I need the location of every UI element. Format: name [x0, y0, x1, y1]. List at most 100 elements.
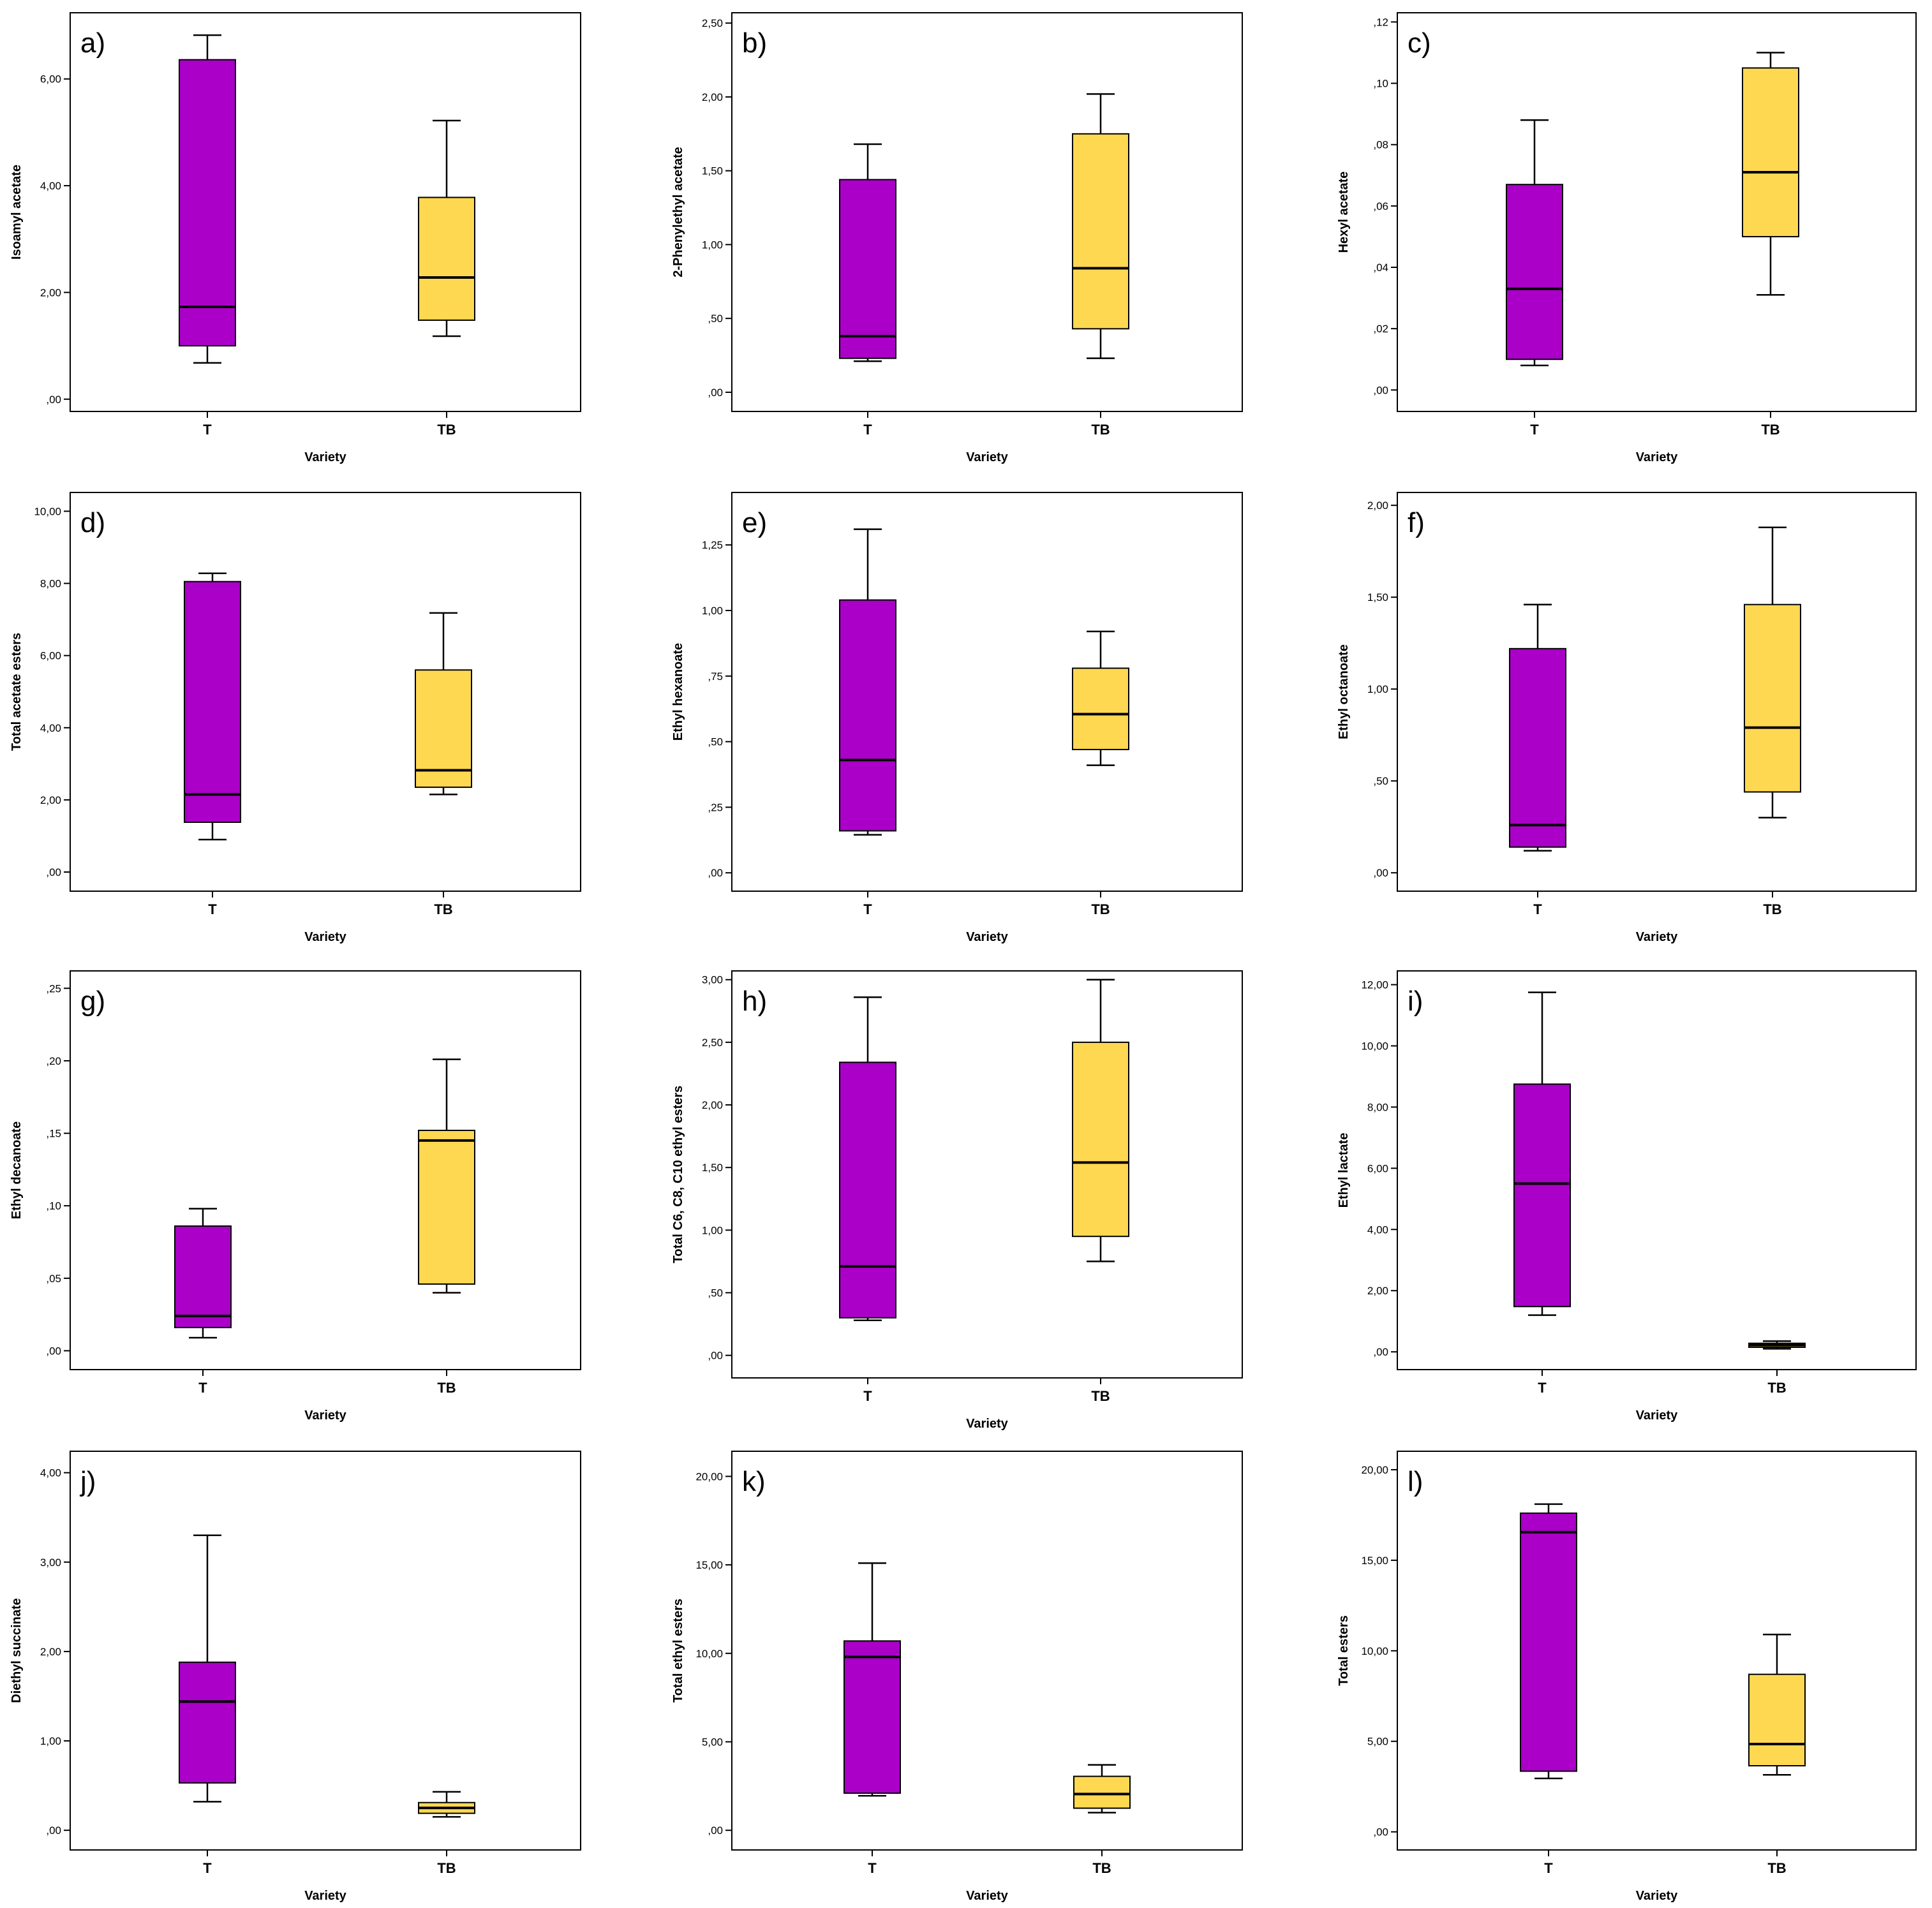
y-tick-label: ,06	[1373, 200, 1388, 212]
y-tick-label: 2,50	[702, 17, 723, 29]
y-tick-label: ,00	[46, 866, 61, 878]
y-tick-label: 3,00	[40, 1557, 61, 1569]
iqr-box	[1520, 1512, 1577, 1772]
y-tick-label: 2,00	[1367, 499, 1388, 512]
y-axis-label: Ethyl octanoate	[1337, 644, 1351, 739]
y-axis-label: Total C6, C8, C10 ethyl esters	[671, 1086, 685, 1264]
y-tick-label: 10,00	[1361, 1645, 1388, 1657]
panel-d: ,00 2,00 4,00 6,00 8,00 10,00 Total acetate es…	[10, 492, 581, 944]
iqr-box	[179, 59, 236, 347]
y-tick-label: 8,00	[1367, 1101, 1388, 1113]
x-tick-label: TB	[1763, 901, 1781, 917]
panel-label: d)	[80, 507, 105, 538]
y-tick-label: ,10	[46, 1200, 61, 1212]
x-axis-label: Variety	[304, 450, 346, 464]
box-tb	[1072, 630, 1129, 766]
y-tick-label: ,00	[1373, 384, 1388, 396]
plot-frame	[70, 12, 581, 412]
y-tick-label: ,25	[708, 801, 723, 813]
x-axis-label: Variety	[966, 930, 1008, 944]
y-tick-label: ,00	[1373, 1346, 1388, 1358]
box-t	[184, 572, 241, 841]
plot-frame	[731, 492, 1243, 892]
panel-i: ,00 2,00 4,00 6,00 8,00 10,00 12,00 Ethyl lacta…	[1337, 970, 1917, 1423]
y-tick-label: ,08	[1373, 139, 1388, 151]
panel-label: h)	[742, 986, 767, 1017]
iqr-box	[1742, 67, 1799, 237]
y-tick-label: 2,00	[40, 1646, 61, 1658]
iqr-box	[839, 179, 896, 359]
panel-b: ,00 ,50 1,00 1,50 2,00 2,50 2-Phenylethyl acet…	[671, 12, 1243, 464]
box-t	[843, 1562, 901, 1797]
plot-frame	[1397, 492, 1917, 892]
y-tick-label: 15,00	[695, 1559, 723, 1571]
y-tick-label: 6,00	[40, 73, 61, 85]
iqr-box	[1073, 1775, 1131, 1809]
plot-frame	[731, 1451, 1243, 1851]
x-tick-label: TB	[434, 901, 452, 917]
y-tick-label: ,25	[46, 982, 61, 995]
y-tick-label: 2,00	[1367, 1285, 1388, 1297]
iqr-box	[1513, 1083, 1571, 1308]
iqr-box	[839, 599, 896, 832]
plot-frame	[70, 970, 581, 1370]
x-axis-label: Variety	[304, 930, 346, 944]
y-axis-label: Diethyl succinate	[10, 1598, 24, 1703]
y-tick-label: 1,00	[40, 1735, 61, 1747]
x-tick-label: T	[863, 901, 872, 917]
iqr-box	[1509, 647, 1566, 848]
plot-frame	[1397, 1451, 1917, 1851]
x-axis-label: Variety	[304, 1409, 346, 1423]
y-tick-label: 2,00	[702, 1099, 723, 1111]
x-tick-label: TB	[437, 1860, 456, 1876]
x-tick-label: T	[1544, 1860, 1553, 1876]
y-tick-label: ,00	[708, 1824, 723, 1837]
box-t	[1506, 119, 1563, 367]
x-tick-label: T	[203, 422, 212, 438]
panel-k: ,00 5,00 10,00 15,00 20,00 Total ethyl esters…	[671, 1451, 1243, 1903]
iqr-box	[184, 581, 241, 823]
y-tick-label: 5,00	[702, 1736, 723, 1749]
y-tick-label: 6,00	[40, 650, 61, 662]
y-tick-label: ,10	[1373, 78, 1388, 90]
y-tick-label: 5,00	[1367, 1736, 1388, 1748]
iqr-box	[418, 1130, 475, 1285]
x-tick-label: T	[1530, 422, 1539, 438]
y-tick-label: 10,00	[1361, 1040, 1388, 1053]
iqr-box	[839, 1061, 896, 1319]
panel-l: ,00 5,00 10,00 15,00 20,00 Total esters l) T TB V…	[1337, 1451, 1917, 1903]
y-tick-label: 1,50	[702, 165, 723, 177]
y-tick-label: ,00	[708, 1350, 723, 1362]
y-axis-label: Hexyl acetate	[1337, 172, 1351, 253]
box-tb	[418, 119, 475, 337]
y-tick-label: 4,00	[40, 1467, 61, 1479]
x-tick-label: T	[863, 422, 872, 438]
panel-h: ,00 ,50 1,00 1,50 2,00 2,50 3,00 Total C6, C8, …	[671, 970, 1243, 1431]
y-axis-label: 2-Phenylethyl acetate	[671, 147, 685, 277]
box-tb	[418, 1058, 475, 1294]
y-tick-label: ,02	[1373, 323, 1388, 335]
y-tick-label: 1,25	[702, 539, 723, 551]
x-tick-label: TB	[1767, 1380, 1786, 1396]
panel-label: b)	[742, 27, 767, 59]
y-tick-label: 10,00	[695, 1648, 723, 1660]
box-t	[179, 34, 236, 364]
box-t	[839, 996, 896, 1321]
x-axis-label: Variety	[304, 1889, 346, 1903]
plot-frame	[731, 12, 1243, 412]
box-tb	[1742, 52, 1799, 296]
x-tick-label: TB	[437, 422, 456, 438]
y-tick-label: ,50	[708, 736, 723, 748]
iqr-box	[1748, 1673, 1806, 1767]
y-tick-label: 20,00	[1361, 1464, 1388, 1476]
x-tick-label: TB	[1092, 1860, 1111, 1876]
box-t	[1513, 991, 1571, 1316]
x-tick-label: TB	[1091, 901, 1110, 917]
y-tick-label: ,04	[1373, 262, 1388, 274]
y-tick-label: 20,00	[695, 1470, 723, 1483]
iqr-box	[415, 669, 472, 788]
box-t	[1509, 603, 1566, 852]
plot-frame	[70, 1451, 581, 1851]
y-axis-label: Ethyl hexanoate	[671, 643, 685, 741]
y-tick-label: 1,00	[702, 605, 723, 617]
